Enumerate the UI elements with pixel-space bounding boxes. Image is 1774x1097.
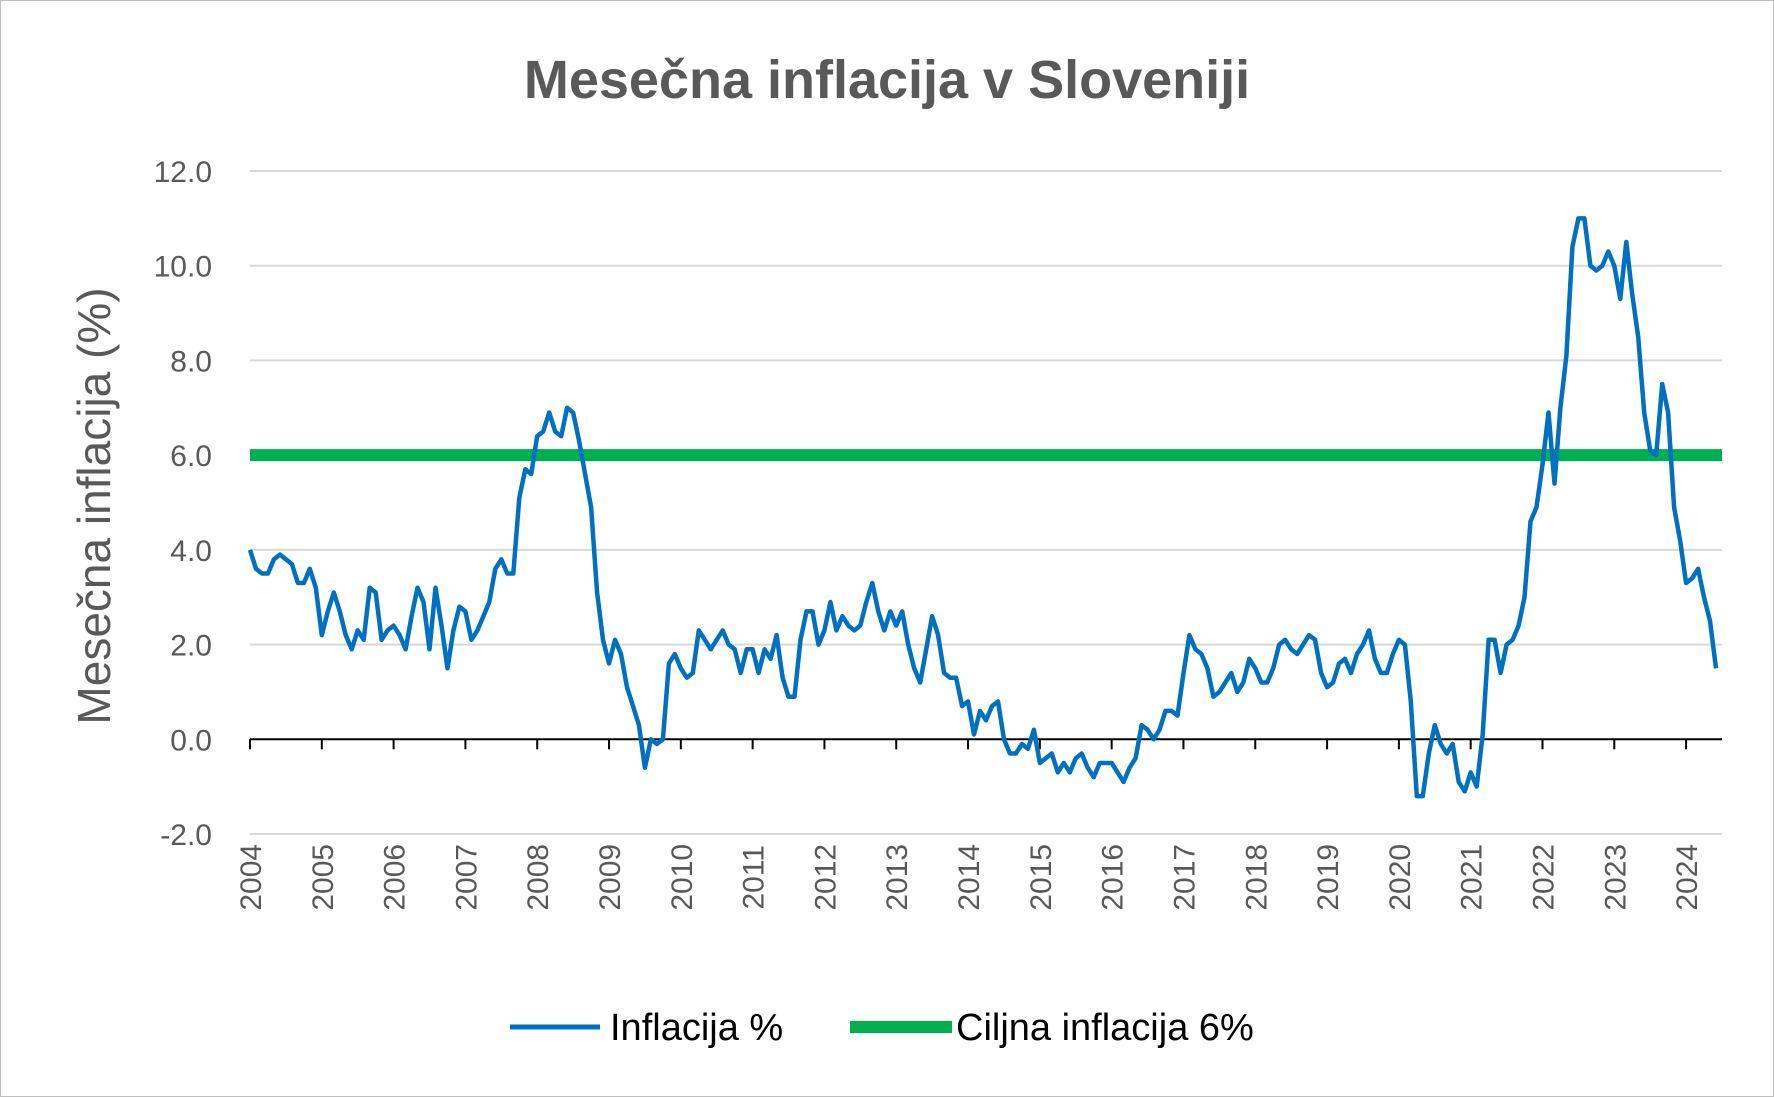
legend-label-target: Ciljna inflacija 6%	[956, 1007, 1254, 1049]
chart-title: Mesečna inflacija v Sloveniji	[524, 50, 1250, 110]
x-tick-label: 2015	[1025, 844, 1058, 911]
y-tick-labels: 12.0 10.0 8.0 6.0 4.0 2.0 0.0 -2.0	[154, 156, 212, 852]
y-tick-label: 6.0	[170, 440, 212, 473]
x-tick-label: 2011	[738, 845, 771, 910]
x-tick-label: 2018	[1240, 844, 1273, 911]
y-tick-label: 2.0	[170, 630, 212, 663]
x-tick-label: 2021	[1456, 844, 1489, 911]
grid-lines	[250, 170, 1722, 835]
x-tick-labels: 2004 2005 2006 2007 2008 2009 2010 2011 2012 2013…	[235, 844, 1704, 911]
x-tick-label: 2022	[1527, 844, 1560, 911]
x-tick-label: 2007	[450, 844, 483, 911]
series-lines	[247, 216, 1722, 799]
x-tick-label: 2006	[379, 844, 412, 911]
x-tick-label: 2009	[594, 844, 627, 911]
x-tick-label: 2020	[1384, 844, 1417, 911]
x-tick-label: 2019	[1312, 844, 1345, 911]
y-tick-label: 12.0	[154, 156, 212, 189]
x-tick-label: 2016	[1097, 844, 1130, 911]
x-tick-label: 2014	[953, 844, 986, 911]
x-tick-label: 2012	[809, 844, 842, 911]
inflation-line	[247, 216, 1719, 799]
x-tick-label: 2023	[1599, 844, 1632, 911]
x-tick-label: 2008	[522, 844, 555, 911]
y-tick-label: 10.0	[154, 251, 212, 284]
x-tick-label: 2024	[1671, 844, 1704, 911]
x-tick-label: 2005	[307, 844, 340, 911]
legend-label-inflation: Inflacija %	[610, 1007, 783, 1049]
legend: Inflacija % Ciljna inflacija 6%	[510, 1007, 1254, 1049]
y-axis-label: Mesečna inflacija (%)	[68, 287, 120, 724]
x-tick-label: 2013	[881, 844, 914, 911]
y-tick-label: -2.0	[160, 819, 212, 852]
x-tick-label: 2017	[1168, 844, 1201, 911]
x-axis	[249, 738, 1722, 750]
x-tick-label: 2004	[235, 844, 268, 911]
y-tick-label: 8.0	[170, 345, 212, 378]
y-tick-label: 0.0	[170, 724, 212, 757]
x-tick-label: 2010	[666, 844, 699, 911]
y-tick-label: 4.0	[170, 535, 212, 568]
